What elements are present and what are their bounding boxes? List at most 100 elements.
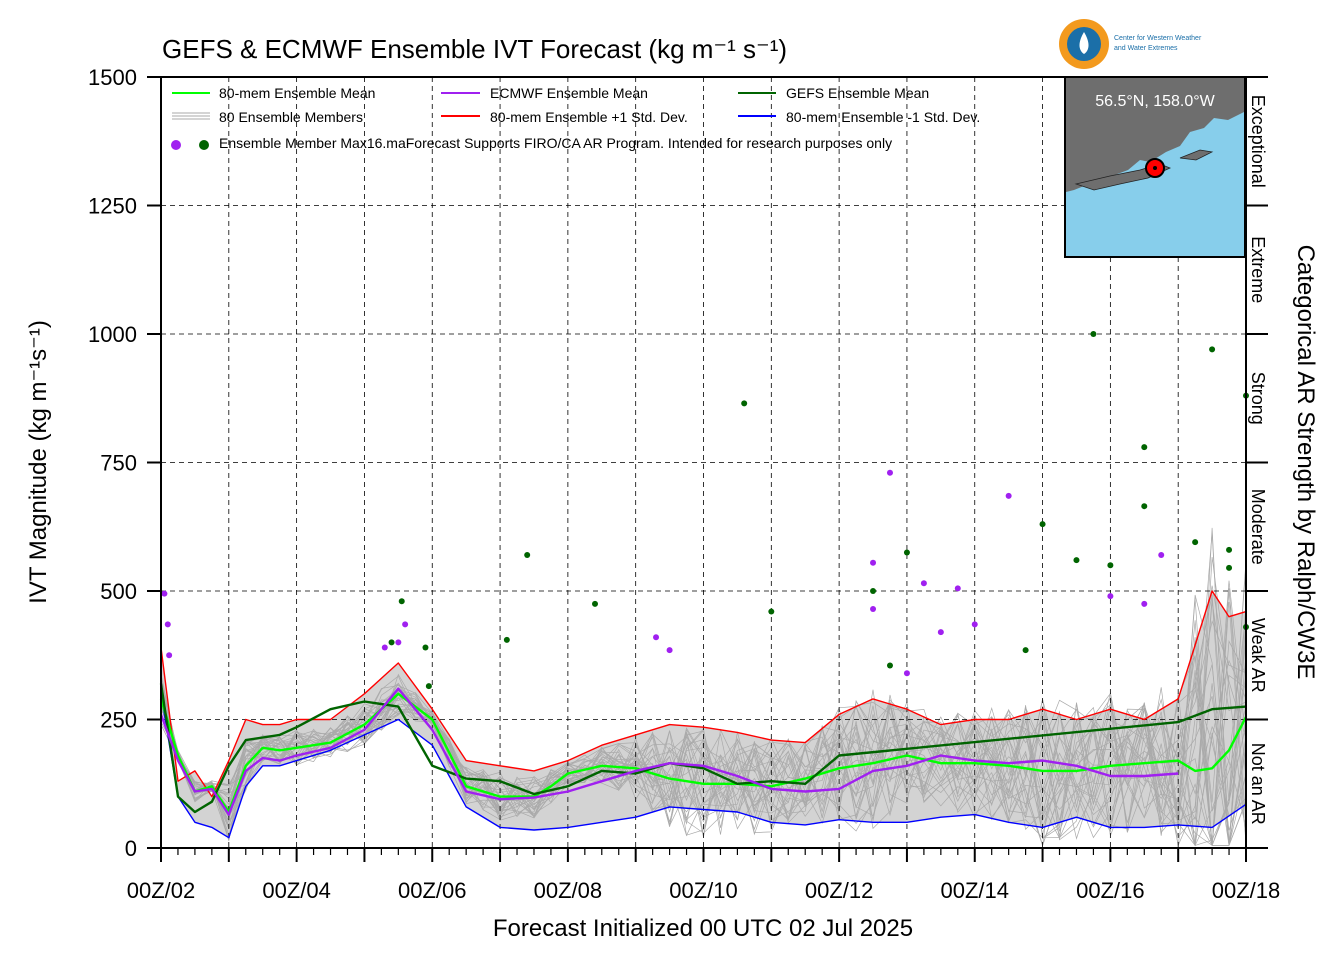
member-max-point bbox=[903, 670, 910, 677]
member-max-point bbox=[903, 549, 910, 556]
member-max-point bbox=[1141, 503, 1148, 510]
member-max-point bbox=[971, 621, 978, 628]
member-max-point bbox=[653, 634, 660, 641]
gefs-mean-line bbox=[159, 683, 1247, 814]
x-axis-title: Forecast Initialized 00 UTC 02 Jul 2025 bbox=[493, 915, 913, 942]
plus-sd-line bbox=[160, 590, 1247, 798]
member-max-point bbox=[886, 469, 893, 476]
member-max-point bbox=[1107, 593, 1114, 600]
member-max-point bbox=[886, 662, 893, 669]
y-tick-label: 1000 bbox=[88, 322, 137, 347]
ensemble-member-line bbox=[160, 620, 1247, 846]
member-max-point bbox=[1141, 600, 1148, 607]
x-tick-label: 00Z/18 bbox=[1212, 878, 1281, 903]
legend-gefs-max-dot bbox=[199, 140, 209, 150]
category-label: Strong bbox=[1248, 372, 1268, 425]
category-label: Weak AR bbox=[1248, 618, 1268, 693]
member-max-point bbox=[1073, 557, 1080, 564]
ensemble-member-line bbox=[160, 637, 1247, 846]
x-tick-label: 00Z/10 bbox=[669, 878, 738, 903]
category-axis: Exceptional Extreme Strong Moderate Weak AR N… bbox=[1245, 76, 1268, 849]
ecmwf-mean-line bbox=[159, 687, 1179, 816]
inset-coord-label: 56.5°N, 158.0°W bbox=[1095, 93, 1215, 110]
category-label: Moderate bbox=[1248, 489, 1268, 565]
member-max-point bbox=[1209, 346, 1216, 353]
ensemble-member-line bbox=[160, 637, 1247, 846]
member-max-point bbox=[870, 605, 877, 612]
member-max-point bbox=[503, 636, 510, 643]
legend-members-swatch bbox=[172, 112, 210, 120]
member-max-point bbox=[1158, 552, 1165, 559]
member-max-point bbox=[870, 588, 877, 594]
member-max-point bbox=[402, 621, 409, 628]
member-max-point bbox=[381, 644, 388, 651]
x-tick-label: 00Z/16 bbox=[1076, 878, 1145, 903]
logo-line-2: and Water Extremes bbox=[1114, 45, 1178, 52]
inset-land-island bbox=[1179, 149, 1214, 161]
legend-plus-sd-label: 80-mem Ensemble +1 Std. Dev. bbox=[490, 109, 688, 125]
member-max-point bbox=[920, 580, 927, 587]
cw3e-logo: Center for Western Weather and Water Ext… bbox=[1059, 19, 1202, 69]
member-max-point bbox=[870, 559, 877, 566]
member-max-points bbox=[161, 331, 1249, 690]
legend-members-label: 80 Ensemble Members bbox=[219, 109, 363, 125]
member-max-point bbox=[1107, 562, 1114, 569]
legend-minus-sd-label: 80-mem Ensemble -1 Std. Dev. bbox=[786, 109, 980, 125]
member-max-point bbox=[161, 590, 168, 597]
member-max-point bbox=[1090, 331, 1097, 337]
inset-land-mainland bbox=[1066, 78, 1244, 192]
member-max-point bbox=[425, 683, 432, 690]
x-tick-label: 00Z/12 bbox=[805, 878, 874, 903]
x-tick-label: 00Z/02 bbox=[127, 878, 196, 903]
category-axis-title: Categorical AR Strength by Ralph/CW3E bbox=[1292, 245, 1319, 680]
y-axis-title: IVT Magnitude (kg m⁻¹s⁻¹) bbox=[25, 320, 52, 604]
y-tick-label: 1500 bbox=[88, 65, 137, 90]
member-max-point bbox=[741, 400, 748, 407]
legend-member-max-label: Ensemble Member Max16.maForecast Support… bbox=[219, 135, 892, 151]
ensemble-member-line bbox=[160, 694, 1247, 846]
legend: 80-mem Ensemble Mean 80 Ensemble Members… bbox=[171, 85, 980, 151]
x-tick-label: 00Z/04 bbox=[262, 878, 331, 903]
member-max-point bbox=[1141, 444, 1148, 451]
ensemble-member-line bbox=[160, 594, 1247, 846]
member-max-point bbox=[388, 639, 395, 646]
member-max-point bbox=[1226, 564, 1233, 571]
category-label: Not an AR bbox=[1248, 743, 1268, 825]
axes: 0 250 500 750 1000 1250 1500 00Z/02 00Z/04 00Z/06… bbox=[88, 65, 1280, 903]
logo-line-1: Center for Western Weather bbox=[1114, 35, 1202, 42]
legend-ensemble-mean-label: 80-mem Ensemble Mean bbox=[219, 85, 375, 101]
y-tick-label: 500 bbox=[100, 579, 137, 604]
x-tick-label: 00Z/08 bbox=[534, 878, 603, 903]
legend-ecmwf-mean-label: ECMWF Ensemble Mean bbox=[490, 85, 648, 101]
logo-drop-icon bbox=[1079, 32, 1089, 54]
member-max-point bbox=[422, 644, 429, 651]
category-label: Exceptional bbox=[1248, 95, 1268, 188]
member-max-point bbox=[1039, 521, 1046, 528]
plot-area bbox=[159, 77, 1249, 848]
member-max-point bbox=[1005, 492, 1012, 499]
member-max-point bbox=[592, 600, 598, 607]
location-marker-center bbox=[1153, 166, 1157, 170]
x-tick-label: 00Z/14 bbox=[941, 878, 1010, 903]
member-max-point bbox=[166, 652, 173, 659]
category-label: Extreme bbox=[1248, 236, 1268, 303]
member-max-point bbox=[768, 608, 775, 615]
y-tick-label: 250 bbox=[100, 708, 137, 733]
y-tick-label: 750 bbox=[100, 451, 137, 476]
member-max-point bbox=[164, 621, 171, 628]
member-max-point bbox=[1022, 647, 1029, 654]
member-max-point bbox=[937, 629, 944, 636]
chart-title: GEFS & ECMWF Ensemble IVT Forecast (kg m… bbox=[162, 34, 787, 64]
legend-ecmwf-max-dot bbox=[171, 140, 181, 150]
member-max-point bbox=[1192, 539, 1199, 546]
member-max-point bbox=[666, 647, 673, 654]
minus-sd-line bbox=[160, 693, 1247, 839]
y-tick-label: 1250 bbox=[88, 194, 137, 219]
inset-map: 56.5°N, 158.0°W bbox=[1064, 76, 1246, 258]
member-max-point bbox=[1226, 546, 1233, 553]
legend-gefs-mean-label: GEFS Ensemble Mean bbox=[786, 85, 929, 101]
x-tick-label: 00Z/06 bbox=[398, 878, 467, 903]
member-max-point bbox=[398, 598, 405, 605]
member-max-point bbox=[954, 585, 961, 592]
